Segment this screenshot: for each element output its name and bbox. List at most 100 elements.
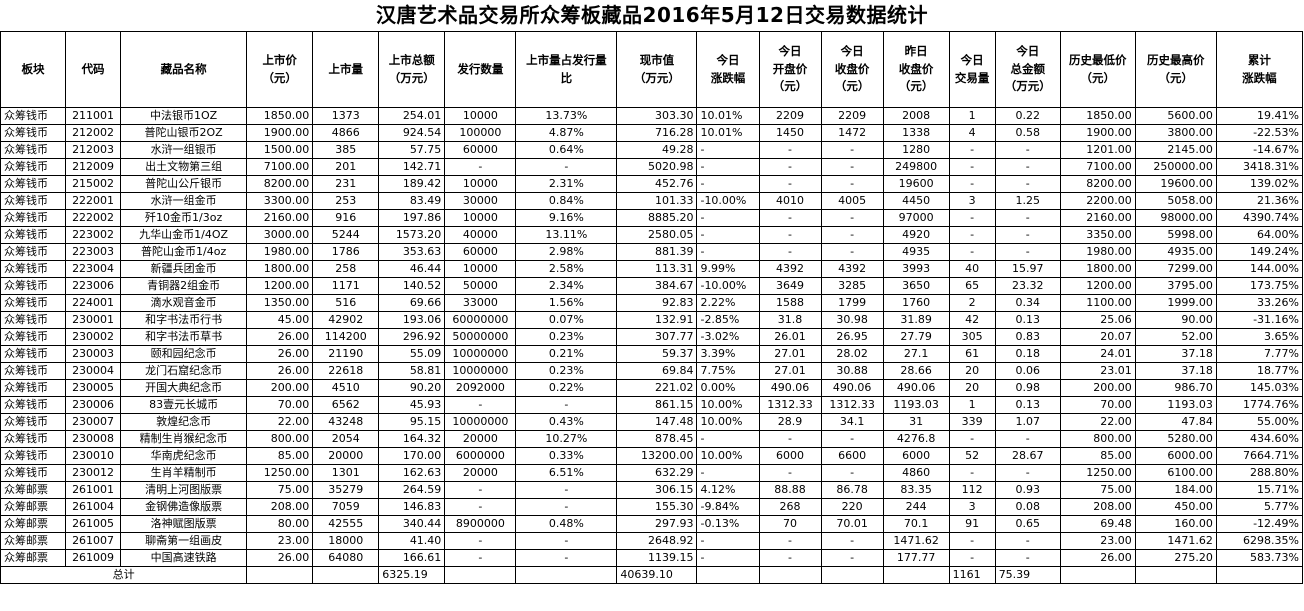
header-text: 累计 [1247,52,1271,67]
col-cumulative-change-cell: 19.41% [1215,107,1304,125]
col-today-close-cell: 1312.33 [820,396,884,414]
col-today-open-header: 今日 开盘价 （元） [758,31,822,108]
col-listing-total-cell: 162.63 [378,464,446,482]
col-hist-low-cell: 23.01 [1059,362,1136,380]
table-row: 众筹钱币 224001 滴水观音金币 1350.00 516 69.66 33000 1.56… [0,294,1304,312]
col-hist-low-cell: 200.00 [1059,379,1136,397]
col-yesterday-close-cell: 83.35 [882,481,950,499]
col-cumulative-change-cell: 21.36% [1215,192,1304,210]
col-sector-cell: 众筹钱币 [0,192,67,210]
col-listing-ratio-cell: 10.27% [515,430,618,448]
col-cumulative-change-cell: 55.00% [1215,413,1304,431]
col-listing-total-cell: 353.63 [378,243,446,261]
col-listing-qty-cell: 1373 [312,107,380,125]
col-market-value-cell: 881.39 [616,243,698,261]
col-cumulative-change-cell: 4390.74% [1215,209,1304,227]
col-hist-low-cell: 70.00 [1059,396,1136,414]
col-hist-high-cell: 5058.00 [1134,192,1217,210]
header-text: 开盘价 [772,61,808,76]
col-issue-qty-cell: 10000 [444,260,517,278]
col-today-open-cell: - [758,175,822,193]
header-text: 今日 [960,52,984,67]
col-today-change-cell: - [696,243,760,261]
col-today-open-cell: 4010 [758,192,822,210]
col-hist-high-cell: 3795.00 [1134,277,1217,295]
col-today-close-cell: 4005 [820,192,884,210]
col-hist-low-cell: 20.07 [1059,328,1136,346]
col-today-amount-cell: 0.18 [994,345,1061,363]
col-issue-qty-cell: - [444,158,517,176]
col-yesterday-close-cell: 6000 [882,447,950,465]
col-listing-qty-cell: 253 [312,192,380,210]
header-text: 今日 [1016,43,1040,58]
col-today-volume-cell: 40 [948,260,996,278]
col-today-change-cell: - [696,549,760,567]
col-today-open-cell: 27.01 [758,345,822,363]
col-yesterday-close-cell: 4450 [882,192,950,210]
table-row: 众筹钱币 212003 水浒一组银币 1500.00 385 57.75 60000 0.64… [0,141,1304,159]
col-hist-high-cell: 1999.00 [1134,294,1217,312]
col-listing-ratio-cell: 0.48% [515,515,618,533]
col-listing-qty-cell: 5244 [312,226,380,244]
col-today-open-cell: 4392 [758,260,822,278]
col-market-value-cell: 632.29 [616,464,698,482]
col-listing-price-cell: 1900.00 [246,124,314,142]
header-text: （元） [1080,70,1116,85]
col-sector-cell: 众筹钱币 [0,464,67,482]
col-today-amount-cell: 0.65 [994,515,1061,533]
col-code-cell: 223004 [65,260,122,278]
col-listing-qty-cell: 35279 [312,481,380,499]
total-empty-cell [820,566,884,584]
col-sector-cell: 众筹钱币 [0,158,67,176]
table-row: 众筹钱币 212009 出土文物第三组 7100.00 201 142.71- -5020.… [0,158,1304,176]
col-today-change-cell: 10.00% [696,447,760,465]
col-today-volume-cell: 1 [948,107,996,125]
col-item-name-cell: 普陀山公斤银币 [120,175,248,193]
col-today-change-cell: 10.00% [696,396,760,414]
col-today-amount-cell: 23.32 [994,277,1061,295]
col-listing-ratio-cell: 0.23% [515,362,618,380]
col-issue-qty-cell: 60000 [444,243,517,261]
table-body: 众筹钱币 211001 中法银币1OZ 1850.00 1373 254.01 10000 1… [0,107,1304,567]
header-text: （元） [262,70,297,85]
total-amount: 75.39 [994,566,1061,584]
col-today-volume-cell: - [948,209,996,227]
col-yesterday-close-cell: 1760 [882,294,950,312]
col-today-open-cell: 490.06 [758,379,822,397]
col-listing-qty-cell: 43248 [312,413,380,431]
col-listing-qty-cell: 385 [312,141,380,159]
col-item-name-cell: 精制生肖猴纪念币 [120,430,248,448]
col-listing-total-cell: 1573.20 [378,226,446,244]
col-today-change-cell: - [696,141,760,159]
col-issue-qty-header: 发行数量 [444,31,517,108]
col-sector-cell: 众筹钱币 [0,243,67,261]
col-market-value-cell: 8885.20 [616,209,698,227]
col-code-cell: 230005 [65,379,122,397]
col-today-close-cell: 26.95 [820,328,884,346]
col-listing-price-cell: 7100.00 [246,158,314,176]
col-hist-low-cell: 26.00 [1059,549,1136,567]
col-listing-qty-cell: 6562 [312,396,380,414]
col-item-name-cell: 洛神赋图版票 [120,515,248,533]
col-hist-low-cell: 25.06 [1059,311,1136,329]
col-code-cell: 223006 [65,277,122,295]
col-sector-cell: 众筹钱币 [0,226,67,244]
col-hist-high-cell: 5600.00 [1134,107,1217,125]
col-listing-price-cell: 200.00 [246,379,314,397]
table-row: 众筹钱币 222001 水浒一组金币 3300.00 253 83.49 30000 0.84… [0,192,1304,210]
col-yesterday-close-cell: 4935 [882,243,950,261]
col-today-amount-cell: - [994,209,1061,227]
col-today-volume-cell: 52 [948,447,996,465]
header-text: 比 [560,70,573,85]
col-sector-cell: 众筹钱币 [0,379,67,397]
col-listing-ratio-cell: 2.58% [515,260,618,278]
col-listing-price-cell: 70.00 [246,396,314,414]
col-today-volume-cell: 20 [948,362,996,380]
col-listing-total-cell: 296.92 [378,328,446,346]
col-hist-low-cell: 2160.00 [1059,209,1136,227]
col-listing-total-cell: 45.93 [378,396,446,414]
col-hist-low-cell: 1250.00 [1059,464,1136,482]
header-text: （万元） [388,70,435,85]
col-listing-total-cell: 140.52 [378,277,446,295]
col-issue-qty-cell: 10000 [444,175,517,193]
